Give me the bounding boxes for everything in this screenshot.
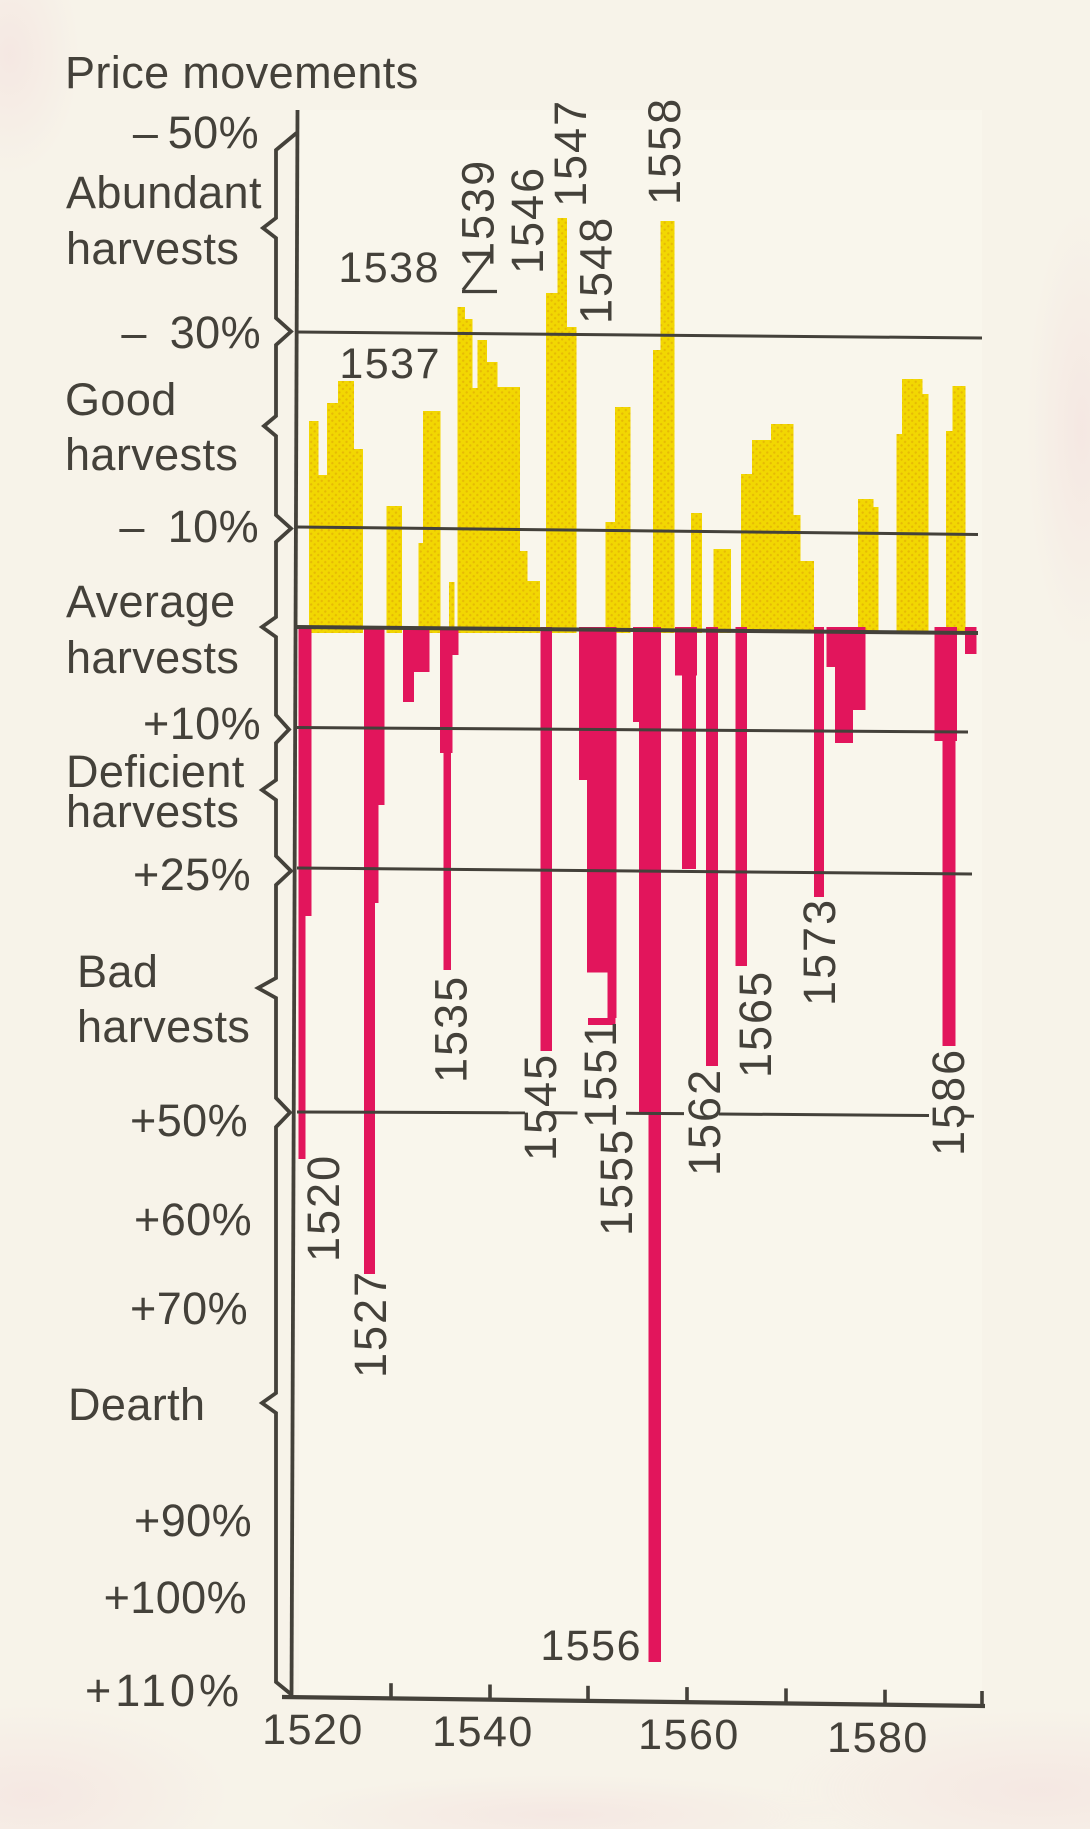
svg-text:1545: 1545 — [515, 1053, 566, 1161]
svg-text:Good: Good — [65, 374, 177, 425]
svg-text:harvests: harvests — [77, 1001, 250, 1052]
svg-text:1560: 1560 — [638, 1711, 740, 1759]
svg-text:1573: 1573 — [794, 898, 845, 1006]
svg-text:Bad: Bad — [77, 946, 158, 997]
svg-text:Price movements: Price movements — [65, 47, 419, 98]
svg-text:harvests: harvests — [66, 223, 239, 274]
svg-text:1548: 1548 — [571, 216, 622, 324]
svg-text:Abundant: Abundant — [66, 167, 262, 218]
svg-text:1565: 1565 — [730, 970, 781, 1078]
svg-text:Dearth: Dearth — [68, 1379, 205, 1430]
svg-text:+10%: +10% — [143, 698, 261, 749]
svg-text:Deficient: Deficient — [66, 746, 245, 797]
svg-text:1555: 1555 — [591, 1128, 642, 1236]
svg-text:1551: 1551 — [575, 1020, 626, 1128]
svg-text:– 50%: – 50% — [133, 107, 259, 158]
svg-text:+25%: +25% — [133, 849, 251, 900]
svg-text:+50%: +50% — [130, 1095, 248, 1146]
svg-text:1562: 1562 — [679, 1068, 730, 1176]
svg-text:1556: 1556 — [540, 1622, 642, 1670]
svg-text:+110%: +110% — [85, 1665, 243, 1716]
svg-text:harvests: harvests — [66, 632, 239, 683]
svg-text:1558: 1558 — [639, 97, 690, 205]
svg-text:1586: 1586 — [923, 1048, 974, 1156]
svg-text:1546: 1546 — [502, 166, 553, 274]
svg-text:harvests: harvests — [65, 429, 238, 480]
svg-text:1547: 1547 — [545, 99, 596, 207]
svg-text:1540: 1540 — [432, 1708, 534, 1756]
svg-text:– 30%: – 30% — [121, 307, 261, 358]
svg-text:1538: 1538 — [338, 244, 440, 292]
svg-text:1539: 1539 — [453, 159, 504, 267]
svg-text:– 10%: – 10% — [119, 501, 259, 552]
svg-text:1520: 1520 — [262, 1706, 364, 1754]
svg-text:1537: 1537 — [339, 340, 441, 388]
svg-text:+60%: +60% — [134, 1194, 252, 1245]
svg-text:1535: 1535 — [426, 975, 477, 1083]
svg-text:+100%: +100% — [104, 1572, 247, 1623]
svg-text:1520: 1520 — [298, 1154, 349, 1262]
svg-text:Average: Average — [66, 576, 236, 627]
svg-text:+90%: +90% — [134, 1495, 252, 1546]
svg-text:1527: 1527 — [345, 1270, 396, 1378]
svg-text:harvests: harvests — [66, 786, 239, 837]
svg-text:1580: 1580 — [827, 1714, 929, 1762]
svg-text:+70%: +70% — [130, 1283, 248, 1334]
